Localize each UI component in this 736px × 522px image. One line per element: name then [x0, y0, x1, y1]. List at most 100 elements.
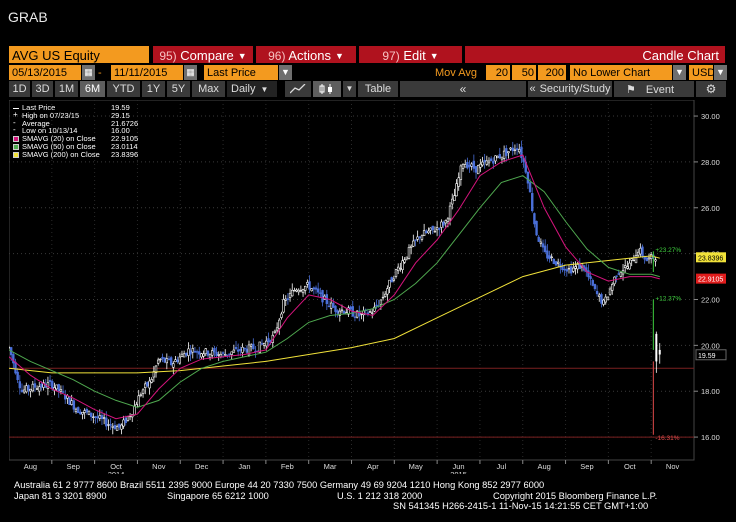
period-max[interactable]: Max — [192, 81, 225, 97]
candle-body — [85, 408, 89, 413]
candle-body — [178, 356, 182, 364]
candle-body — [161, 356, 164, 359]
candle-body — [604, 296, 607, 303]
candle-body — [38, 386, 41, 392]
candle-body — [288, 292, 292, 298]
candle-view-icon[interactable] — [313, 81, 341, 97]
candle-body — [619, 271, 623, 277]
period-1y[interactable]: 1Y — [142, 81, 165, 97]
line-chart-icon[interactable] — [285, 81, 311, 97]
mov-avg-3[interactable]: 200 — [538, 65, 566, 80]
compare-button[interactable]: 95) Compare ▼ — [153, 46, 253, 63]
period-ytd[interactable]: YTD — [107, 81, 140, 97]
candle-body — [107, 424, 110, 426]
field-dropdown-icon[interactable]: ▼ — [279, 65, 292, 80]
x-tick-label: Nov — [666, 462, 680, 471]
legend-item: SMAVG (20) on Close 22.9105 — [12, 135, 142, 143]
candle-body — [379, 299, 383, 305]
candle-body — [122, 419, 125, 427]
candle-body — [336, 310, 339, 314]
back-icon[interactable]: « — [400, 81, 526, 97]
legend-swatch — [13, 136, 19, 143]
field-select[interactable]: Last Price — [204, 65, 278, 80]
candle-body — [442, 221, 445, 226]
period-5y[interactable]: 5Y — [167, 81, 190, 97]
candle-body — [507, 151, 510, 154]
candle-body — [92, 416, 95, 418]
candle-body — [498, 154, 501, 159]
y-tick-label: 26.00 — [701, 204, 720, 213]
candle-body — [193, 350, 197, 353]
chart-legend: Last Price 19.59 + High on 07/23/15 29.15- Av… — [12, 104, 142, 159]
candle-body — [33, 383, 37, 388]
candle-body — [159, 358, 162, 361]
period-1d[interactable]: 1D — [9, 81, 30, 97]
candle-body — [422, 230, 426, 237]
candle-body — [29, 388, 32, 392]
y-tick-label: 22.00 — [701, 295, 720, 304]
candle-body — [565, 269, 569, 272]
candle-body — [20, 389, 24, 392]
start-date-field[interactable]: 05/13/2015 — [9, 65, 81, 80]
legend-label: Average — [22, 118, 50, 128]
legend-value: 22.9105 — [111, 134, 139, 144]
settings-bar: 05/13/2015 ▦ - 11/11/2015 ▦ Last Price ▼… — [0, 65, 736, 80]
candle-body — [451, 198, 454, 205]
candle-body — [654, 259, 657, 262]
mov-avg-1[interactable]: 20 — [486, 65, 510, 80]
chart-type-label[interactable]: Candle Chart — [465, 46, 725, 63]
candle-body — [148, 380, 151, 389]
candle-body — [27, 385, 30, 391]
candle-body — [556, 261, 560, 264]
table-button[interactable]: Table — [358, 81, 398, 97]
currency-dropdown-icon[interactable]: ▼ — [714, 65, 727, 80]
candle-body — [649, 254, 653, 260]
candle-body — [14, 361, 17, 374]
x-tick-label: Mar — [324, 462, 337, 471]
candle-body — [185, 352, 188, 356]
security-field[interactable]: AVG US Equity — [9, 46, 149, 63]
period-6m[interactable]: 6M — [80, 81, 105, 97]
candle-body — [206, 350, 210, 356]
end-date-field[interactable]: 11/11/2015 — [111, 65, 183, 80]
candle-body — [224, 354, 227, 356]
security-study-button[interactable]: «Security/Study — [528, 81, 612, 97]
edit-button[interactable]: 97) Edit ▼ — [359, 46, 462, 63]
candle-body — [381, 296, 385, 299]
candle-body — [546, 250, 549, 259]
chart-style-dropdown-icon[interactable]: ▼ — [343, 81, 356, 97]
end-calendar-icon[interactable]: ▦ — [184, 65, 197, 80]
candle-body — [72, 400, 76, 410]
candle-body — [513, 149, 517, 151]
price-chart[interactable]: 30.0028.0026.0024.0022.0020.0018.0016.00… — [9, 100, 727, 474]
candle-body — [347, 307, 350, 315]
candle-body — [340, 309, 344, 312]
candle-body — [470, 163, 473, 167]
event-button[interactable]: ⚑ Event — [614, 81, 694, 97]
candle-body — [626, 266, 629, 269]
lower-chart-select[interactable]: No Lower Chart — [570, 65, 672, 80]
start-calendar-icon[interactable]: ▦ — [82, 65, 95, 80]
candle-body — [22, 389, 26, 393]
candle-body — [327, 305, 331, 308]
sma50-line — [9, 175, 660, 408]
candle-body — [466, 161, 469, 169]
candle-body — [658, 349, 661, 355]
period-1m[interactable]: 1M — [55, 81, 78, 97]
candle-body — [448, 205, 452, 220]
candle-body — [608, 288, 612, 295]
candle-body — [602, 299, 605, 305]
period-3d[interactable]: 3D — [32, 81, 53, 97]
candle-body — [273, 330, 277, 333]
currency-select[interactable]: USD — [689, 65, 715, 80]
candle-body — [338, 310, 342, 316]
candle-body — [606, 296, 610, 301]
actions-button[interactable]: 96) Actions ▼ — [256, 46, 356, 63]
candle-body — [425, 230, 428, 234]
lower-chart-dropdown-icon[interactable]: ▼ — [673, 65, 686, 80]
legend-item: - Low on 10/13/14 16.00 — [12, 126, 142, 135]
y-tick-label: 18.00 — [701, 387, 720, 396]
mov-avg-2[interactable]: 50 — [512, 65, 536, 80]
frequency-select[interactable]: Daily ▼ — [227, 81, 277, 97]
gear-icon[interactable]: ⚙ — [696, 81, 726, 97]
